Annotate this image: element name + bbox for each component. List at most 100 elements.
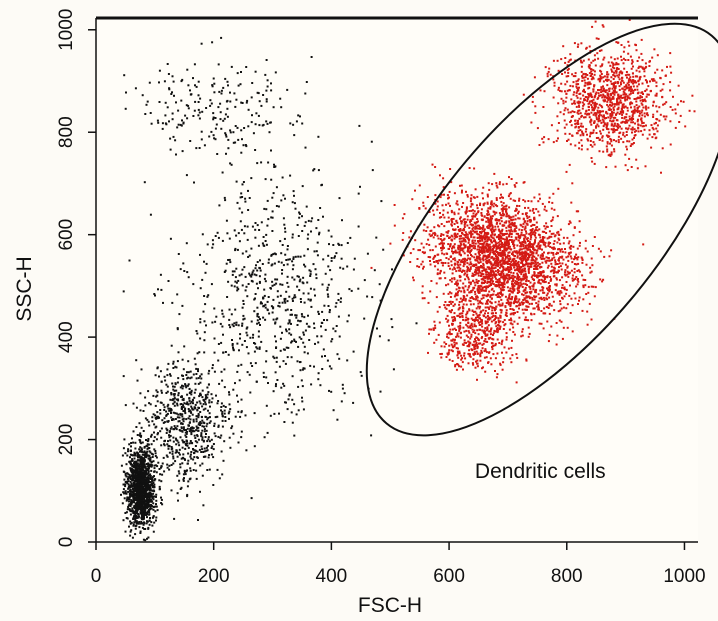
data-point xyxy=(309,364,312,367)
data-point xyxy=(480,242,483,245)
data-point xyxy=(316,254,319,257)
data-point xyxy=(331,338,334,341)
data-point xyxy=(452,217,455,220)
data-point xyxy=(521,225,524,228)
data-point xyxy=(307,292,310,295)
data-point xyxy=(525,280,528,283)
data-point xyxy=(297,345,300,348)
data-point xyxy=(187,84,190,87)
data-point xyxy=(332,244,335,246)
data-point xyxy=(460,300,463,303)
data-point xyxy=(453,263,456,266)
data-point xyxy=(243,225,246,228)
data-point xyxy=(254,123,257,126)
data-point xyxy=(226,80,229,83)
data-point xyxy=(523,288,526,291)
data-point xyxy=(447,202,450,205)
data-point xyxy=(142,489,145,492)
data-point xyxy=(373,269,376,272)
data-point xyxy=(228,410,231,413)
data-point xyxy=(324,272,327,275)
data-point xyxy=(474,293,477,296)
data-point xyxy=(549,279,552,282)
data-point xyxy=(137,522,140,525)
data-point xyxy=(489,251,492,254)
data-point xyxy=(155,395,158,398)
data-point xyxy=(204,271,207,274)
data-point xyxy=(513,266,516,269)
data-point xyxy=(547,289,550,292)
data-point xyxy=(211,85,214,88)
data-point xyxy=(145,439,147,441)
data-point xyxy=(550,251,553,254)
data-point xyxy=(206,295,209,298)
data-point xyxy=(521,328,524,331)
data-point xyxy=(232,131,235,134)
data-point xyxy=(545,305,548,308)
data-point xyxy=(286,281,289,284)
data-point xyxy=(187,480,190,483)
data-point xyxy=(169,434,172,437)
data-point xyxy=(186,462,189,465)
data-point xyxy=(510,219,513,222)
data-point xyxy=(274,385,277,388)
data-point xyxy=(572,245,575,248)
data-point xyxy=(256,224,259,227)
data-point xyxy=(158,375,160,378)
data-point xyxy=(526,296,529,299)
data-point xyxy=(187,104,190,107)
data-point xyxy=(189,418,192,421)
data-point xyxy=(147,504,150,507)
data-point xyxy=(158,488,161,491)
data-point xyxy=(514,299,517,301)
data-point xyxy=(136,469,139,472)
data-point xyxy=(529,234,532,237)
data-point xyxy=(505,232,507,235)
data-point xyxy=(509,197,512,200)
data-point xyxy=(317,372,320,375)
data-point xyxy=(160,502,163,504)
data-point xyxy=(339,266,342,269)
data-point xyxy=(172,462,175,465)
data-point xyxy=(443,271,446,274)
data-point xyxy=(168,451,171,454)
data-point xyxy=(297,275,300,278)
data-point xyxy=(274,71,277,74)
data-point xyxy=(371,296,374,299)
data-point xyxy=(188,410,191,413)
data-point xyxy=(135,497,137,499)
data-point xyxy=(489,283,492,286)
data-point xyxy=(287,322,290,325)
data-point xyxy=(122,491,125,494)
data-point xyxy=(460,312,463,315)
data-point xyxy=(156,400,159,403)
data-point xyxy=(208,369,211,372)
data-point xyxy=(559,265,562,268)
data-point xyxy=(201,233,204,236)
data-point xyxy=(197,426,200,429)
data-point xyxy=(510,216,513,219)
data-point xyxy=(286,263,289,266)
data-point xyxy=(332,327,335,330)
data-point xyxy=(206,243,209,246)
data-point xyxy=(557,310,560,313)
data-point xyxy=(491,230,494,233)
data-point xyxy=(525,295,528,298)
data-point xyxy=(187,424,190,427)
data-point xyxy=(137,516,140,519)
data-point xyxy=(152,485,155,488)
data-point xyxy=(541,230,544,233)
data-point xyxy=(265,120,268,123)
data-point xyxy=(576,247,579,250)
data-point xyxy=(470,235,473,238)
data-point xyxy=(460,222,463,225)
data-point xyxy=(175,366,178,369)
data-point xyxy=(313,327,316,329)
data-point xyxy=(453,192,456,195)
data-point xyxy=(552,300,555,303)
data-point xyxy=(422,265,425,268)
data-point xyxy=(295,314,298,317)
data-point xyxy=(506,267,509,270)
data-point xyxy=(132,454,134,457)
data-point xyxy=(296,285,299,288)
